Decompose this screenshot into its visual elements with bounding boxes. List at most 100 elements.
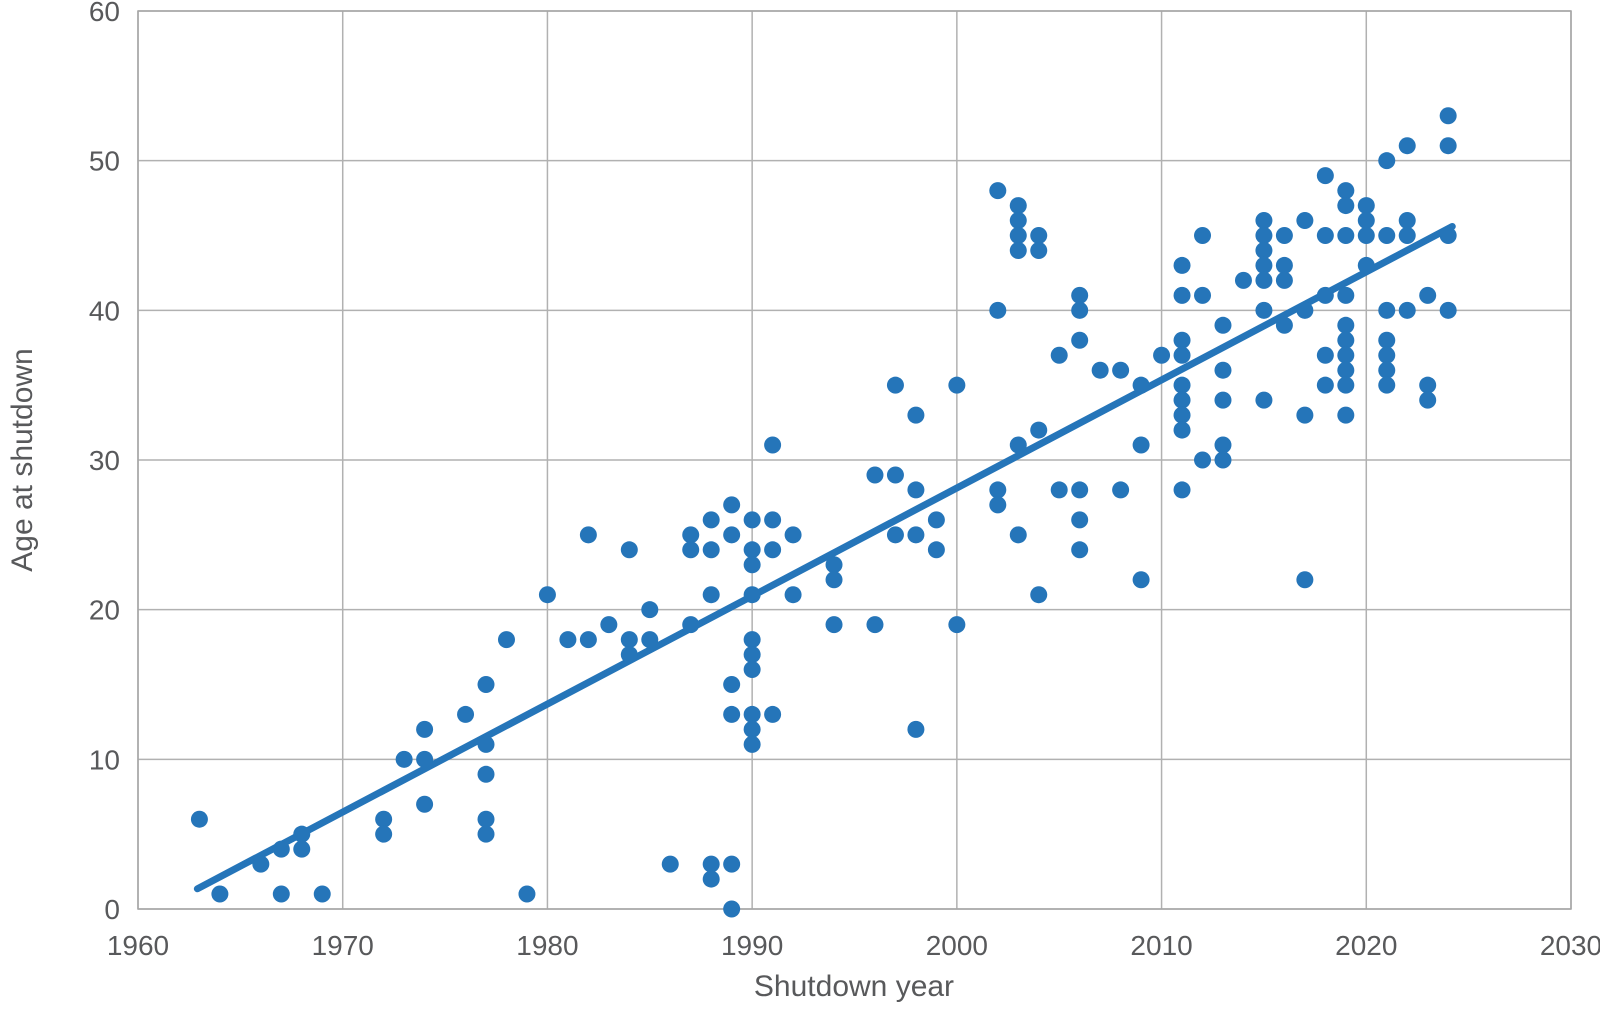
data-point xyxy=(1337,346,1355,364)
data-point xyxy=(477,735,495,753)
data-point xyxy=(723,900,741,918)
data-point xyxy=(313,885,331,903)
data-point xyxy=(1337,182,1355,200)
data-point xyxy=(948,376,966,394)
data-point xyxy=(825,556,843,574)
data-point xyxy=(989,496,1007,514)
data-point xyxy=(620,541,638,559)
data-point xyxy=(1194,227,1212,244)
data-point xyxy=(1378,152,1396,170)
data-point xyxy=(1009,212,1027,230)
data-point xyxy=(1173,331,1191,349)
data-point xyxy=(1337,331,1355,349)
gridlines xyxy=(137,10,1572,910)
data-point xyxy=(497,631,515,649)
data-point xyxy=(1275,227,1293,244)
data-point xyxy=(1275,256,1293,274)
data-point xyxy=(723,496,741,514)
data-point xyxy=(477,825,495,843)
data-point xyxy=(293,825,311,843)
x-axis-label: Shutdown year xyxy=(754,970,954,1003)
data-point xyxy=(1030,586,1048,604)
data-point xyxy=(641,631,659,649)
data-point xyxy=(1255,301,1273,319)
data-point xyxy=(620,631,638,649)
x-tick-label: 1970 xyxy=(312,930,374,961)
data-point xyxy=(600,616,618,634)
data-point xyxy=(477,810,495,828)
data-point xyxy=(1009,241,1027,259)
data-point xyxy=(784,526,802,544)
data-point xyxy=(1357,256,1375,274)
data-point xyxy=(1173,421,1191,439)
data-point xyxy=(1357,197,1375,215)
data-point xyxy=(702,511,720,529)
data-point xyxy=(1255,227,1273,244)
data-points xyxy=(190,107,1457,918)
data-point xyxy=(702,855,720,873)
data-point xyxy=(641,601,659,619)
data-point xyxy=(1255,212,1273,230)
data-point xyxy=(457,705,475,723)
data-point xyxy=(989,182,1007,200)
data-point xyxy=(907,720,925,738)
x-tick-label: 2000 xyxy=(926,930,988,961)
data-point xyxy=(1071,511,1089,529)
data-point xyxy=(825,616,843,634)
data-point xyxy=(1071,301,1089,319)
data-point xyxy=(1419,286,1437,304)
y-tick-label: 40 xyxy=(89,295,120,326)
data-point xyxy=(416,750,434,768)
data-point xyxy=(764,541,782,559)
data-point xyxy=(1173,286,1191,304)
data-point xyxy=(1009,526,1027,544)
data-point xyxy=(518,885,536,903)
data-point xyxy=(886,466,904,484)
data-point xyxy=(1030,227,1048,244)
data-point xyxy=(866,466,884,484)
data-point xyxy=(477,765,495,783)
data-point xyxy=(293,840,311,858)
data-point xyxy=(1009,197,1027,215)
data-point xyxy=(579,526,597,544)
data-point xyxy=(989,481,1007,499)
data-point xyxy=(1009,436,1027,454)
data-point xyxy=(1214,361,1232,379)
data-point xyxy=(1337,361,1355,379)
y-tick-label: 30 xyxy=(89,445,120,476)
data-point xyxy=(1378,227,1396,244)
data-point xyxy=(1316,376,1334,394)
y-tick-label: 60 xyxy=(89,0,120,27)
data-point xyxy=(784,586,802,604)
data-point xyxy=(1296,571,1314,589)
data-point xyxy=(1419,376,1437,394)
data-point xyxy=(375,825,393,843)
data-point xyxy=(1071,331,1089,349)
data-point xyxy=(1132,571,1150,589)
data-point xyxy=(1439,107,1457,125)
y-tick-label: 0 xyxy=(104,894,120,925)
data-point xyxy=(682,616,700,634)
data-point xyxy=(1439,301,1457,319)
data-point xyxy=(1214,451,1232,469)
x-tick-label: 2010 xyxy=(1130,930,1192,961)
data-point xyxy=(743,631,761,649)
data-point xyxy=(375,810,393,828)
data-point xyxy=(1030,241,1048,259)
data-point xyxy=(1398,301,1416,319)
data-point xyxy=(661,855,679,873)
data-point xyxy=(1173,346,1191,364)
data-point xyxy=(682,526,700,544)
data-point xyxy=(743,541,761,559)
data-point xyxy=(1398,227,1416,244)
data-point xyxy=(702,870,720,888)
y-tick-label: 50 xyxy=(89,146,120,177)
data-point xyxy=(1255,256,1273,274)
data-point xyxy=(682,541,700,559)
data-point xyxy=(907,406,925,424)
trend-line-segment xyxy=(193,223,1456,893)
data-point xyxy=(1296,406,1314,424)
data-point xyxy=(907,526,925,544)
data-point xyxy=(1378,361,1396,379)
